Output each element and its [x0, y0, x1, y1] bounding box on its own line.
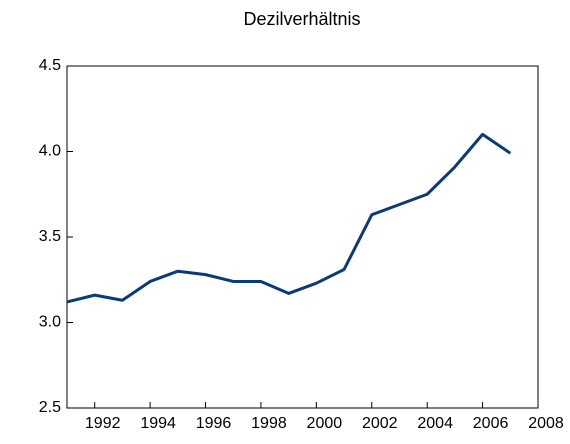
x-tick-label: 1998	[251, 415, 287, 432]
x-tick-label: 1994	[140, 415, 176, 432]
plot-frame	[66, 65, 539, 409]
x-tick-label: 2006	[473, 415, 509, 432]
x-tick-label: 2002	[362, 415, 398, 432]
x-tick-label: 2008	[528, 415, 564, 432]
y-tick-label: 4.5	[39, 57, 61, 74]
x-tick-label: 1992	[85, 415, 121, 432]
y-tick-label: 3.5	[39, 228, 61, 245]
x-tick-label: 2004	[417, 415, 453, 432]
y-tick-label: 4.0	[39, 143, 61, 160]
x-tick-label: 1996	[196, 415, 232, 432]
line	[66, 132, 512, 304]
x-tick-label: 2000	[307, 415, 343, 432]
chart-title: Dezilverhältnis	[243, 9, 360, 29]
y-tick-label: 2.5	[39, 399, 61, 416]
y-tick-label: 3.0	[39, 314, 61, 331]
